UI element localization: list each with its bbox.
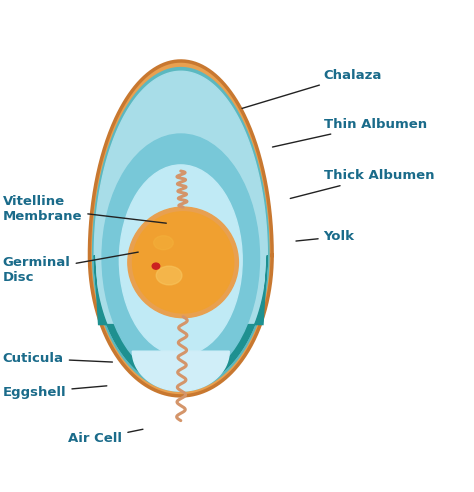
- Text: Yolk: Yolk: [296, 230, 355, 243]
- Text: Thin Albumen: Thin Albumen: [273, 118, 427, 147]
- Text: Cuticula: Cuticula: [3, 352, 112, 365]
- Text: Eggshell: Eggshell: [3, 386, 107, 399]
- Ellipse shape: [102, 134, 259, 381]
- Polygon shape: [94, 71, 267, 389]
- Ellipse shape: [154, 236, 173, 250]
- Text: Air Cell: Air Cell: [68, 429, 143, 445]
- Ellipse shape: [152, 263, 160, 269]
- Polygon shape: [92, 67, 269, 391]
- Text: Germinal
Disc: Germinal Disc: [3, 252, 138, 284]
- Text: Chalaza: Chalaza: [242, 68, 382, 108]
- Polygon shape: [132, 351, 229, 391]
- Text: Thick Albumen: Thick Albumen: [290, 169, 434, 198]
- Circle shape: [133, 212, 234, 313]
- Ellipse shape: [119, 165, 242, 355]
- Text: Vitelline
Membrane: Vitelline Membrane: [3, 194, 166, 223]
- Ellipse shape: [156, 266, 182, 285]
- Circle shape: [128, 207, 238, 318]
- Polygon shape: [94, 255, 267, 389]
- Polygon shape: [90, 61, 272, 396]
